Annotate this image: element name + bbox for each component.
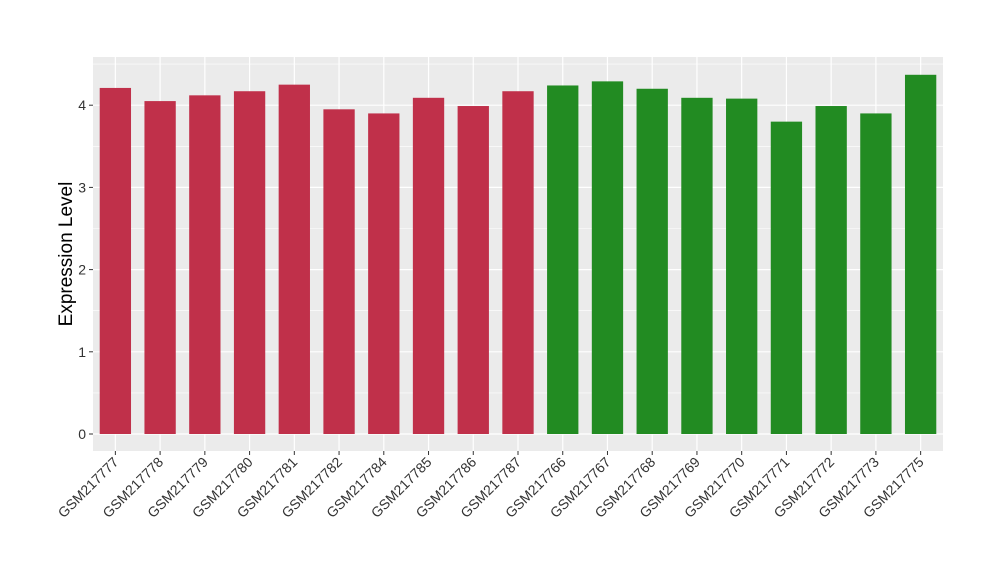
bar-GSM217773 xyxy=(860,113,892,435)
bar-GSM217772 xyxy=(815,106,847,434)
bar-GSM217778 xyxy=(144,101,176,434)
y-axis: 0 1 2 3 4 xyxy=(78,97,93,442)
bar-GSM217782 xyxy=(323,109,355,434)
bar-GSM217779 xyxy=(189,95,221,434)
bar-GSM217785 xyxy=(412,97,445,434)
bar-GSM217777 xyxy=(99,87,132,435)
bar-GSM217767 xyxy=(591,81,624,434)
bar-GSM217780 xyxy=(233,91,266,434)
bar-GSM217781 xyxy=(278,84,310,435)
bar-GSM217769 xyxy=(681,97,713,434)
y-tick-label: 0 xyxy=(78,426,86,442)
bars xyxy=(99,74,937,435)
y-tick-label: 1 xyxy=(78,344,86,360)
bar-GSM217770 xyxy=(726,98,758,435)
bar-GSM217768 xyxy=(636,88,668,434)
y-tick-label: 3 xyxy=(78,179,86,195)
y-axis-title: Expression Level xyxy=(56,182,77,327)
x-axis: GSM217777GSM217778GSM217779GSM217780GSM2… xyxy=(55,451,927,521)
bar-GSM217775 xyxy=(904,74,937,434)
bar-GSM217784 xyxy=(368,113,400,435)
bar-GSM217786 xyxy=(457,106,489,434)
y-tick-label: 4 xyxy=(78,97,86,113)
bar-GSM217787 xyxy=(502,91,534,434)
bar-GSM217766 xyxy=(547,85,579,435)
y-tick-label: 2 xyxy=(78,262,86,278)
bar-GSM217771 xyxy=(770,121,803,434)
